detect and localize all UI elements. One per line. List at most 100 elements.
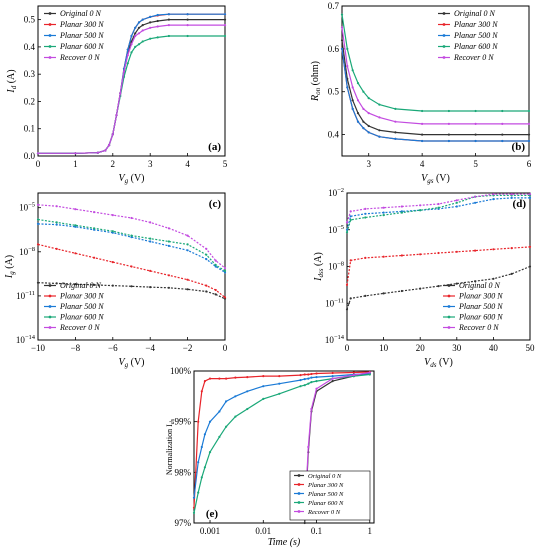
y-axis-label: Normalization Ids <box>165 418 176 475</box>
data-point <box>55 223 58 226</box>
data-point <box>149 286 152 289</box>
data-point <box>315 387 318 390</box>
data-point <box>214 259 217 262</box>
data-point <box>419 209 422 212</box>
x-tick-label: 5 <box>473 159 478 169</box>
x-tick-label: 0.001 <box>200 526 220 536</box>
panel-c: −10 −8 −6 −4 −2 0 10−5 10−8 10−11 10−14 Vg (V) Ig (… <box>4 192 228 369</box>
data-point <box>205 290 208 293</box>
data-point <box>352 374 355 377</box>
data-point <box>200 476 203 479</box>
x-tick-label: 4 <box>420 159 425 169</box>
data-point <box>167 227 170 230</box>
y-tick-label: 98% <box>175 467 192 477</box>
legend-label: Original 0 N <box>454 9 496 18</box>
x-axis-label: Vg (V) <box>119 173 145 185</box>
data-point <box>303 521 306 525</box>
y-tick-label: 10−14 <box>16 334 36 345</box>
data-point <box>246 407 249 411</box>
data-point <box>134 32 137 35</box>
data-point <box>346 47 349 51</box>
data-point <box>130 285 133 288</box>
data-point <box>349 215 352 218</box>
data-point <box>299 379 302 382</box>
data-point <box>111 284 114 287</box>
data-point <box>186 288 189 291</box>
y-tick-label: 0.4 <box>24 42 36 52</box>
legend-label: Original 0 N <box>459 281 501 290</box>
data-point <box>364 212 367 215</box>
data-point <box>167 13 170 16</box>
data-point <box>351 99 354 102</box>
x-tick-label: 50 <box>526 343 536 353</box>
data-point <box>223 18 227 21</box>
data-point <box>246 376 249 379</box>
legend-label: Recover 0 N <box>59 53 100 62</box>
data-point <box>156 25 159 28</box>
data-point <box>74 252 77 255</box>
legend-label: Planar 300 N <box>458 292 503 301</box>
data-point <box>501 139 504 143</box>
x-tick-label: 0.01 <box>255 526 271 536</box>
x-tick-label: 10 <box>379 343 389 353</box>
data-point <box>299 374 302 377</box>
plot-frame <box>37 192 226 341</box>
data-point <box>218 410 221 413</box>
y-tick-label: 0.3 <box>24 69 36 79</box>
x-tick-label: 1 <box>368 526 373 536</box>
series-line-1 <box>341 40 529 136</box>
data-point <box>234 395 237 398</box>
data-point <box>203 433 206 436</box>
data-point <box>74 208 77 211</box>
data-point <box>362 120 365 123</box>
legend-label: Recover 0 N <box>307 509 341 516</box>
data-point <box>510 193 513 196</box>
legend-marker <box>297 483 301 486</box>
data-point <box>218 377 221 380</box>
data-point <box>378 129 381 132</box>
data-point <box>455 201 458 204</box>
data-point <box>378 103 381 106</box>
x-tick-label: 40 <box>489 343 499 353</box>
data-point <box>197 491 200 494</box>
data-point <box>278 382 281 385</box>
data-point <box>331 377 334 380</box>
data-point <box>447 122 450 125</box>
data-point <box>234 376 237 379</box>
data-point <box>474 280 477 283</box>
y-tick-label: 0.7 <box>328 1 340 11</box>
data-point <box>205 253 208 256</box>
y-tick-label: 0.6 <box>328 44 340 54</box>
legend-marker <box>297 510 301 513</box>
series-line-5 <box>341 27 529 125</box>
data-point <box>364 216 367 219</box>
legend-marker <box>48 34 52 37</box>
data-point <box>137 21 141 24</box>
data-point <box>527 139 531 143</box>
series-line-4 <box>37 218 226 272</box>
panel-label: (c) <box>209 198 222 210</box>
data-point <box>186 24 189 27</box>
legend-marker <box>48 305 52 308</box>
data-point <box>419 287 422 290</box>
data-point <box>192 511 196 514</box>
x-tick-label: −8 <box>71 343 81 353</box>
legend-marker <box>297 492 301 495</box>
data-point <box>208 420 212 423</box>
legend-label: Planar 600 N <box>59 42 104 51</box>
data-point <box>141 40 144 43</box>
data-point <box>528 193 532 196</box>
legend-marker <box>447 315 451 319</box>
data-point <box>197 420 200 423</box>
data-point <box>205 247 208 250</box>
x-tick-label: −4 <box>145 343 155 353</box>
data-point <box>167 286 170 289</box>
data-point <box>474 109 477 113</box>
data-point <box>208 377 212 380</box>
panel-label: (a) <box>208 141 221 153</box>
series-line-5 <box>346 193 530 223</box>
data-point <box>156 13 159 17</box>
series-line-4 <box>346 194 530 233</box>
data-point <box>315 372 318 375</box>
panel-e: 0.001 0.01 0.1 1 97% 98% 99% 100% Time (s) Normal… <box>165 366 375 548</box>
